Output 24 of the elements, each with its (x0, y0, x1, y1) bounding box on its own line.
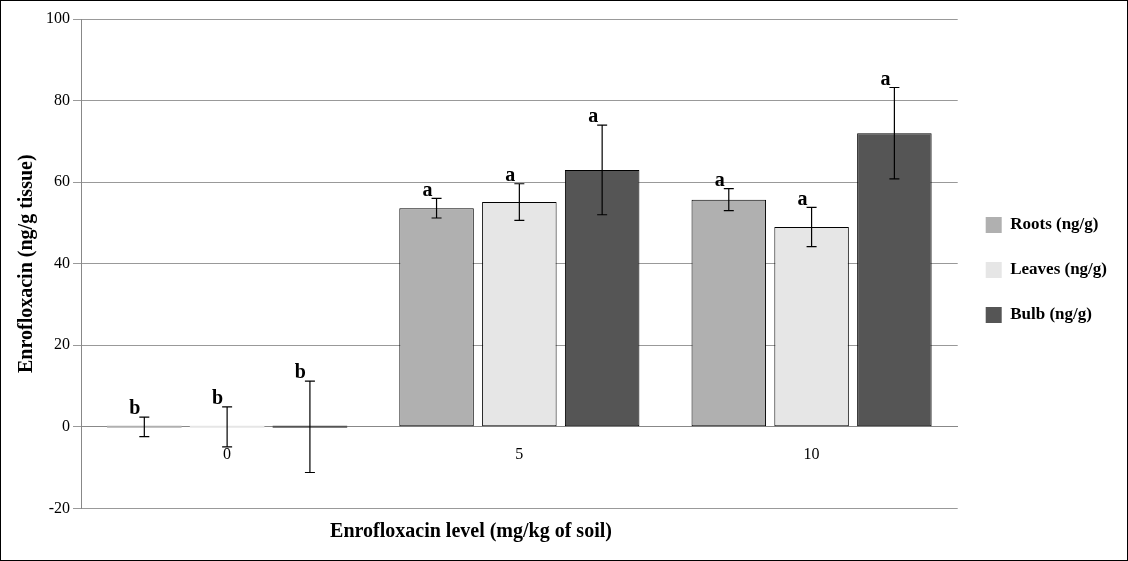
legend-label: Leaves (ng/g) (1010, 259, 1107, 279)
data-label: b (129, 396, 141, 419)
y-tick-label: 20 (54, 335, 70, 353)
x-tick-label: 5 (515, 444, 524, 462)
x-tick-label: 10 (803, 444, 820, 462)
data-label: b (211, 386, 224, 409)
y-tick-label: 40 (54, 253, 70, 271)
data-label: a (714, 167, 725, 190)
y-tick-label: 100 (46, 9, 70, 27)
data-label: a (505, 162, 516, 185)
y-tick-label: -20 (48, 498, 70, 516)
y-tick-label: 0 (62, 417, 70, 435)
y-tick-label: 80 (54, 90, 70, 108)
data-label: a (422, 177, 433, 200)
data-label: a (880, 66, 891, 89)
x-axis-title: Enrofloxacin level (mg/kg of soil) (329, 519, 613, 542)
legend-label: Roots (ng/g) (1010, 214, 1099, 234)
data-label: b (294, 360, 306, 383)
data-label: a (588, 104, 599, 127)
y-tick-label: 60 (54, 172, 70, 190)
x-tick-label: 0 (223, 444, 232, 462)
legend-label: Bulb (ng/g) (1010, 304, 1092, 324)
y-axis-title: Enrofloxacin (ng/g tissue) (14, 154, 38, 373)
data-label: a (797, 186, 808, 209)
